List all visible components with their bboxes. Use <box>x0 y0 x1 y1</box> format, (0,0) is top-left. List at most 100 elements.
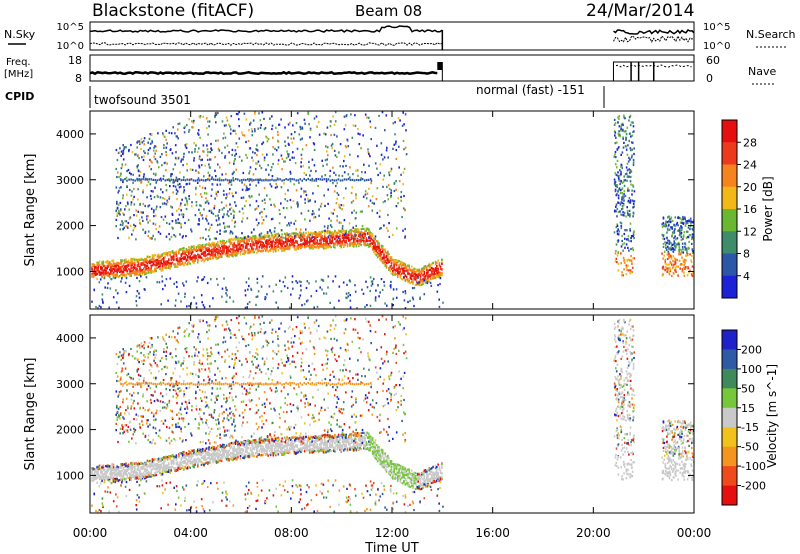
power-cell-787 <box>200 256 203 259</box>
power-cell-4310 <box>620 163 623 166</box>
power-cell-4557 <box>689 253 691 256</box>
power-cell-2717 <box>200 164 203 167</box>
power-cell-3446 <box>151 141 154 144</box>
power-cell-583 <box>171 258 174 261</box>
power-cell-3359 <box>289 158 291 161</box>
power-cell-1771 <box>337 231 340 234</box>
power-cell-4449 <box>626 179 628 182</box>
power-cell-1294 <box>271 233 273 237</box>
power-cell-238 <box>124 259 126 262</box>
power-cell-3813 <box>182 178 185 181</box>
power-cell-3114 <box>233 214 235 217</box>
power-cell-2366 <box>420 271 423 274</box>
power-cell-2566 <box>404 227 406 231</box>
power-cell-1689 <box>326 246 329 249</box>
power-cell-2938 <box>139 211 142 214</box>
power-cell-4252 <box>631 154 633 157</box>
power-cell-3352 <box>161 164 163 167</box>
power-cell-2046 <box>376 247 379 250</box>
power-cell-3235 <box>357 132 359 135</box>
power-cell-2510 <box>441 259 443 262</box>
power-cell-2606 <box>147 148 150 152</box>
power-cell-2150 <box>390 267 393 270</box>
power-cell-1581 <box>311 243 314 247</box>
power-cell-459 <box>155 264 157 267</box>
noise-sky-trace-late <box>613 29 695 35</box>
power-cell-3364 <box>165 154 168 157</box>
power-cell-3239 <box>367 151 370 154</box>
power-cell-2716 <box>361 224 364 228</box>
power-cell-2560 <box>141 216 143 219</box>
power-cell-4094 <box>383 280 385 284</box>
power-cell-3170 <box>116 171 119 174</box>
power-cell-3140 <box>353 235 355 238</box>
power-cell-1031 <box>234 250 237 253</box>
power-cell-1596 <box>314 232 316 235</box>
power-cell-184 <box>116 267 118 270</box>
power-cell-3460 <box>170 205 172 208</box>
power-cell-3830 <box>216 178 219 182</box>
power-cell-539 <box>165 261 168 264</box>
power-cell-2624 <box>347 145 350 148</box>
power-cell-3639 <box>146 184 148 187</box>
power-cell-4058 <box>115 301 118 304</box>
power-cell-3949 <box>162 288 164 291</box>
power-cell-2175 <box>394 271 397 274</box>
power-cell-1056 <box>238 243 241 246</box>
power-cell-4005 <box>327 286 329 289</box>
power-cell-1680 <box>325 237 327 240</box>
power-cell-1551 <box>307 244 310 247</box>
power-cell-3367 <box>115 218 118 221</box>
power-cell-3803 <box>162 177 165 181</box>
power-cell-2508 <box>441 262 443 265</box>
power-cell-1453 <box>293 236 296 239</box>
power-cell-4691 <box>663 237 666 241</box>
power-cell-4000 <box>371 280 374 283</box>
power-cell-1873 <box>353 241 355 244</box>
power-cell-2359 <box>420 269 423 272</box>
power-cell-4444 <box>625 138 627 141</box>
power-cell-4459 <box>618 125 621 128</box>
power-cell-658 <box>183 252 185 255</box>
power-cell-4607 <box>678 245 681 248</box>
power-cell-834 <box>207 247 209 250</box>
power-cell-3824 <box>204 179 207 182</box>
power-cell-777 <box>199 246 202 249</box>
power-cell-1014 <box>232 248 234 251</box>
power-cell-1316 <box>275 250 277 253</box>
power-cell-1590 <box>312 246 315 249</box>
power-cell-2193 <box>397 269 399 272</box>
power-cell-1359 <box>281 239 283 242</box>
power-cell-3467 <box>298 181 300 184</box>
power-cell-905 <box>217 248 219 251</box>
power-cell-2303 <box>412 268 414 271</box>
power-cell-4126 <box>248 277 250 280</box>
power-cell-3713 <box>159 155 162 158</box>
power-cell-2166 <box>393 261 395 264</box>
power-cell-2582 <box>147 215 149 218</box>
power-cell-2356 <box>419 278 422 281</box>
power-cell-2141 <box>389 258 392 261</box>
power-cell-2941 <box>290 221 292 224</box>
power-cell-1880 <box>353 230 355 233</box>
power-cell-3494 <box>218 218 220 221</box>
power-cell-1682 <box>325 242 327 245</box>
power-cell-3287 <box>241 159 243 162</box>
power-cell-1034 <box>234 253 237 256</box>
velocity-cell-124 <box>107 467 110 470</box>
power-cell-4335 <box>620 127 622 130</box>
power-cell-1085 <box>242 246 244 249</box>
power-cell-1807 <box>342 236 345 239</box>
power-cell-2526 <box>168 197 170 200</box>
power-cell-4530 <box>668 241 671 244</box>
power-cell-2443 <box>432 261 434 264</box>
power-cell-3737 <box>402 229 404 232</box>
power-cell-4434 <box>625 136 627 139</box>
power-cell-377 <box>142 260 145 263</box>
power-cell-1021 <box>233 253 235 256</box>
power-cell-3816 <box>188 179 191 182</box>
power-cell-1395 <box>286 244 288 247</box>
power-cell-4025 <box>404 292 407 295</box>
power-cell-3773 <box>173 181 175 184</box>
power-cell-2056 <box>378 242 380 245</box>
